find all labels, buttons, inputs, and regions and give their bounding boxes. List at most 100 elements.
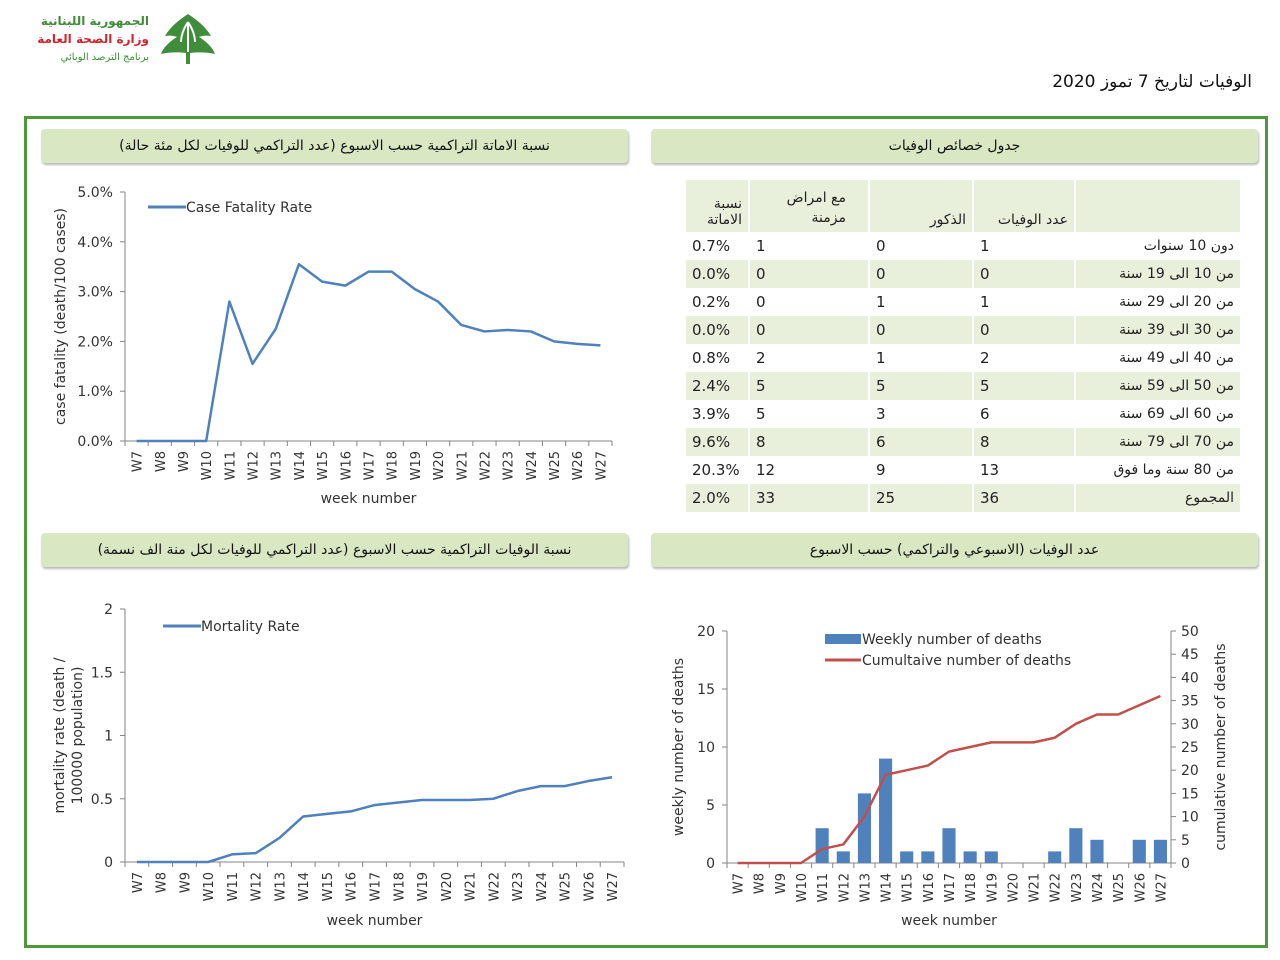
- cedar-icon: [161, 14, 215, 64]
- x-tick-label: W27: [1154, 873, 1169, 902]
- y-tick-label: 1: [104, 729, 113, 745]
- table-cell: 0.7%: [684, 232, 748, 260]
- x-tick-label: W12: [250, 872, 265, 901]
- x-tick-label: W11: [226, 872, 241, 901]
- x-tick-label: W10: [202, 872, 217, 901]
- legend-label: Weekly number of deaths: [862, 632, 1042, 648]
- x-axis-title: week number: [327, 913, 423, 929]
- mortality-panel-header: نسبة الوفيات التراكمية حسب الاسبوع (عدد …: [41, 533, 628, 567]
- x-tick-label: W26: [582, 872, 597, 901]
- x-tick-label: W22: [1049, 873, 1064, 902]
- y-tick-label: 3.0%: [77, 285, 113, 301]
- y2-tick-label: 10: [1181, 810, 1199, 826]
- y-tick-label: 10: [697, 740, 715, 756]
- x-tick-label: W21: [455, 451, 470, 480]
- legend-label: Cumultaive number of deaths: [862, 653, 1071, 669]
- report-title: الوفيات لتاريخ 7 تموز 2020: [1052, 72, 1252, 92]
- table-cell: 5: [868, 372, 972, 400]
- x-tick-label: W17: [943, 873, 958, 902]
- y-tick-label: 15: [697, 682, 715, 698]
- table-cell: 9: [868, 456, 972, 484]
- weekly-deaths-bar: [1090, 839, 1104, 863]
- table-row: من 10 الى 19 سنة 0 0 0 0.0%: [684, 260, 1240, 288]
- weekly-deaths-bar: [1132, 839, 1146, 863]
- table-row-label: من 10 الى 19 سنة: [1074, 260, 1240, 288]
- x-tick-label: W12: [247, 451, 262, 480]
- y-tick-label: 20: [697, 624, 715, 640]
- series-line: [136, 776, 613, 864]
- table-cell: 8: [748, 428, 868, 456]
- legend-label: Mortality Rate: [201, 619, 300, 635]
- x-tick-label: W15: [316, 451, 331, 480]
- table-cell: 25: [868, 484, 972, 512]
- table-cell: 1: [868, 344, 972, 372]
- x-tick-label: W10: [200, 451, 215, 480]
- x-tick-label: W11: [816, 873, 831, 902]
- x-axis-title: week number: [901, 913, 997, 929]
- table-cell: 0.2%: [684, 288, 748, 316]
- x-tick-label: W23: [1070, 873, 1085, 902]
- x-tick-label: W9: [178, 872, 193, 893]
- weekly-deaths-bar: [1048, 851, 1062, 863]
- y-tick-label: 2: [104, 602, 113, 618]
- weekly-deaths-bar: [879, 758, 893, 863]
- y-tick-label: 0.0%: [77, 434, 113, 450]
- x-tick-label: W9: [177, 451, 192, 472]
- y-tick-label: 2.0%: [77, 334, 113, 350]
- x-tick-label: W26: [571, 451, 586, 480]
- x-tick-label: W25: [548, 451, 563, 480]
- x-tick-label: W8: [154, 451, 169, 472]
- weekly-deaths-bar: [900, 851, 914, 863]
- x-tick-label: W22: [487, 872, 502, 901]
- x-tick-label: W14: [293, 451, 308, 480]
- weekly-deaths-bar: [921, 851, 935, 863]
- x-tick-label: W7: [131, 451, 146, 472]
- deaths-chart-header: عدد الوفيات (الاسبوعي والتراكمي) حسب الا…: [651, 533, 1258, 567]
- x-tick-label: W24: [1091, 873, 1106, 902]
- table-row: المجموع 36 25 33 2.0%: [684, 484, 1240, 512]
- y-axis-title: 100000 population): [70, 667, 86, 805]
- weekly-deaths-bar: [815, 828, 829, 863]
- x-tick-label: W13: [858, 873, 873, 902]
- table-row: من 30 الى 39 سنة 0 0 0 0.0%: [684, 316, 1240, 344]
- table-cell: 3: [868, 400, 972, 428]
- table-row: دون 10 سنوات 1 0 1 0.7%: [684, 232, 1240, 260]
- x-tick-label: W8: [753, 873, 768, 894]
- table-cell: 0: [748, 260, 868, 288]
- weekly-deaths-bar: [984, 851, 998, 863]
- weekly-deaths-bar: [1153, 839, 1167, 863]
- case-fatality-chart: 0.0% 1.0% 2.0% 3.0% 4.0% 5.0% W7 W8 W9 W10 W11 W12 W…: [53, 185, 613, 507]
- logo-line-republic: الجمهورية اللبنانية: [40, 14, 149, 28]
- x-tick-label: W10: [795, 873, 810, 902]
- y2-tick-label: 0: [1181, 856, 1190, 872]
- y-axis-title: case fatality (death/100 cases): [53, 208, 69, 425]
- table-row-label: من 60 الى 69 سنة: [1074, 400, 1240, 428]
- x-tick-label: W12: [837, 873, 852, 902]
- y2-tick-label: 40: [1181, 670, 1199, 686]
- table-row-label: من 30 الى 39 سنة: [1074, 316, 1240, 344]
- table-cell: 36: [972, 484, 1074, 512]
- table-row: من 70 الى 79 سنة 8 6 8 9.6%: [684, 428, 1240, 456]
- y-tick-label: 0: [104, 855, 113, 871]
- table-row-label: من 70 الى 79 سنة: [1074, 428, 1240, 456]
- table-cell: 0.0%: [684, 260, 748, 288]
- x-tick-label: W18: [386, 451, 401, 480]
- x-tick-label: W25: [1112, 873, 1127, 902]
- table-row: من 20 الى 29 سنة 1 1 0 0.2%: [684, 288, 1240, 316]
- table-cell: 0: [748, 288, 868, 316]
- x-tick-label: W20: [440, 872, 455, 901]
- table-cell: 3.9%: [684, 400, 748, 428]
- x-axis-title: week number: [321, 491, 417, 507]
- series-line: [136, 262, 601, 443]
- table-cell: 8: [972, 428, 1074, 456]
- table-cell: 1: [868, 288, 972, 316]
- table-cell: 0.8%: [684, 344, 748, 372]
- table-cell: 5: [972, 372, 1074, 400]
- x-tick-label: W18: [392, 872, 407, 901]
- x-tick-label: W20: [432, 451, 447, 480]
- x-tick-label: W19: [416, 872, 431, 901]
- cumulative-deaths-line: [737, 694, 1161, 865]
- logo-line-program: برنامج الترصد الوبائي: [60, 52, 149, 63]
- table-cell: 5: [748, 372, 868, 400]
- x-tick-label: W17: [363, 451, 378, 480]
